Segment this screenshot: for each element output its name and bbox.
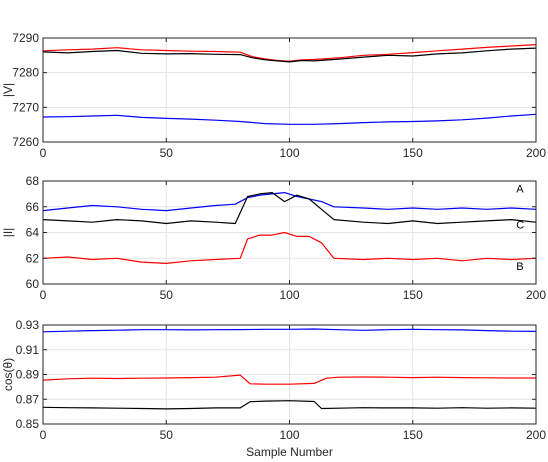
phase-annotation: A [516, 184, 524, 196]
y-tick-label: 7290 [12, 31, 39, 45]
y-tick-label: 66 [26, 200, 40, 214]
y-tick-label: 7260 [12, 135, 39, 149]
x-tick-label: 150 [403, 288, 423, 302]
x-tick-label: 200 [526, 288, 546, 302]
x-tick-label: 100 [279, 428, 299, 442]
chart-panel-2: 0 50 100 150 200 60 62 64 66 68 |I| A C B [1, 174, 546, 302]
y-tick-label: 0.93 [16, 318, 40, 332]
series-line-1 [42, 328, 537, 333]
y-tick-label: 68 [26, 174, 40, 188]
chart-panel-1: 0 50 100 150 200 7260 7270 7280 7290 |V| [1, 31, 546, 160]
phase-annotation: B [516, 261, 523, 273]
chart-panel-3: 0 50 100 150 200 0.85 0.87 0.89 0.91 0.93 cos(θ) Sa… [1, 318, 546, 459]
y-axis-label: |V| [1, 83, 15, 97]
x-tick-label: 100 [279, 146, 299, 160]
series-line-3 [42, 231, 537, 264]
y-axis-label: |I| [1, 228, 15, 238]
series-line-3 [42, 113, 537, 125]
y-tick-label: 64 [26, 226, 40, 240]
y-tick-label: 0.91 [16, 343, 40, 357]
x-tick-label: 0 [40, 146, 47, 160]
y-tick-label: 0.85 [16, 417, 40, 431]
x-tick-label: 150 [403, 146, 423, 160]
x-tick-label: 100 [279, 288, 299, 302]
x-tick-label: 0 [40, 288, 47, 302]
y-tick-label: 7280 [12, 66, 39, 80]
y-tick-label: 62 [26, 251, 40, 265]
series-line-2 [42, 47, 537, 63]
x-tick-label: 150 [403, 428, 423, 442]
y-axis-label: cos(θ) [1, 358, 15, 391]
series-line-2 [42, 192, 537, 225]
x-tick-label: 50 [160, 288, 174, 302]
series-line-2 [42, 374, 536, 385]
y-tick-label: 0.89 [16, 368, 40, 382]
x-tick-label: 200 [526, 146, 546, 160]
phase-annotation: C [516, 220, 524, 232]
y-tick-label: 60 [26, 277, 40, 291]
x-tick-label: 200 [526, 428, 546, 442]
x-axis-label: Sample Number [246, 445, 333, 459]
x-tick-label: 50 [160, 428, 174, 442]
y-tick-label: 7270 [12, 100, 39, 114]
y-tick-label: 0.87 [16, 392, 40, 406]
series-line-1 [42, 192, 537, 212]
x-tick-label: 50 [160, 146, 174, 160]
x-tick-label: 0 [40, 428, 47, 442]
series-line-3 [42, 400, 537, 410]
